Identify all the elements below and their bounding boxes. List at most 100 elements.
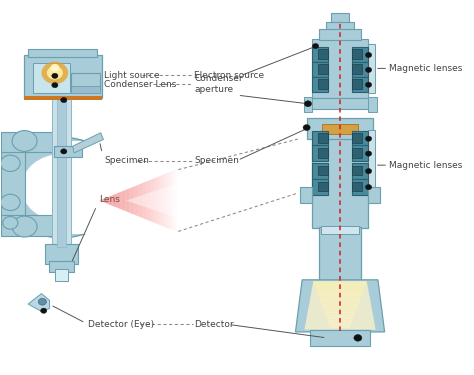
Polygon shape [146,181,147,220]
Text: Specimen: Specimen [194,156,239,165]
Bar [368,130,375,194]
Bar [312,76,328,92]
Polygon shape [102,199,103,202]
Bar [323,306,357,308]
Bar [322,304,358,307]
Bar [318,165,328,175]
Polygon shape [126,189,127,211]
Polygon shape [158,176,159,225]
Circle shape [365,67,372,72]
Bar [329,323,351,326]
Text: Detector (Eye): Detector (Eye) [53,306,155,329]
Bar [1,132,71,152]
Circle shape [0,155,20,171]
Bar [320,298,360,300]
Bar [318,64,328,74]
Bar [319,297,361,299]
Polygon shape [166,173,167,228]
Bar [320,300,360,302]
Polygon shape [168,172,170,229]
Bar [325,312,355,314]
Polygon shape [126,183,177,218]
Bar [352,47,368,62]
Bar [316,287,365,290]
Bar [319,295,362,297]
Circle shape [47,66,63,80]
Bar [352,62,368,77]
Polygon shape [112,195,114,206]
Circle shape [52,73,58,78]
Polygon shape [132,187,133,214]
Polygon shape [154,178,155,223]
Bar [72,86,100,93]
Polygon shape [119,192,120,209]
Bar [303,97,312,112]
Bar [312,39,368,106]
Circle shape [61,98,67,103]
Bar [352,64,362,74]
Circle shape [365,168,372,174]
Polygon shape [73,133,103,153]
Circle shape [304,101,311,107]
Polygon shape [107,197,109,204]
Polygon shape [124,190,126,211]
Circle shape [38,298,46,305]
Polygon shape [164,174,166,227]
Polygon shape [170,171,171,230]
Circle shape [42,62,68,84]
Polygon shape [105,198,106,203]
Bar [331,12,349,24]
Text: Detector: Detector [194,320,234,329]
Polygon shape [156,177,158,224]
Text: Magnetic lenses: Magnetic lenses [389,64,463,73]
Polygon shape [115,194,116,207]
Text: Lens: Lens [67,195,120,272]
Bar [318,79,328,89]
Text: Light source: Light source [96,70,160,80]
Polygon shape [153,178,154,223]
Bar [322,303,358,305]
Polygon shape [127,189,128,212]
Circle shape [0,194,20,211]
Bar [352,79,362,89]
Circle shape [365,136,372,141]
Bar [352,133,362,143]
Bar [318,292,363,294]
Polygon shape [295,280,384,332]
Bar [312,62,328,77]
Bar [317,290,363,292]
Bar [312,163,328,178]
Polygon shape [163,174,164,227]
Circle shape [312,44,319,49]
Polygon shape [141,183,142,218]
Bar [28,49,97,57]
Bar [49,261,74,272]
Text: Magnetic lenses: Magnetic lenses [389,160,463,170]
Polygon shape [128,188,129,213]
Circle shape [365,53,372,58]
Bar [54,146,82,157]
Bar [327,317,353,319]
Text: Condenser Lens: Condenser Lens [96,80,176,89]
Text: Condenser
aperture: Condenser aperture [194,74,243,94]
Bar [318,148,328,158]
Polygon shape [147,180,149,220]
Circle shape [365,184,372,190]
Circle shape [354,334,362,341]
Polygon shape [100,200,102,202]
Circle shape [1,137,122,238]
Bar [312,129,368,228]
Bar [312,179,328,195]
Polygon shape [145,182,146,219]
Polygon shape [111,195,112,206]
Bar [352,50,362,59]
Polygon shape [167,172,168,228]
Bar [318,182,328,191]
Bar [33,63,71,93]
Bar [59,141,124,234]
Bar [314,282,366,285]
Bar [315,284,365,286]
Circle shape [303,124,310,130]
Bar [352,76,368,92]
Text: Electron source: Electron source [194,70,264,80]
